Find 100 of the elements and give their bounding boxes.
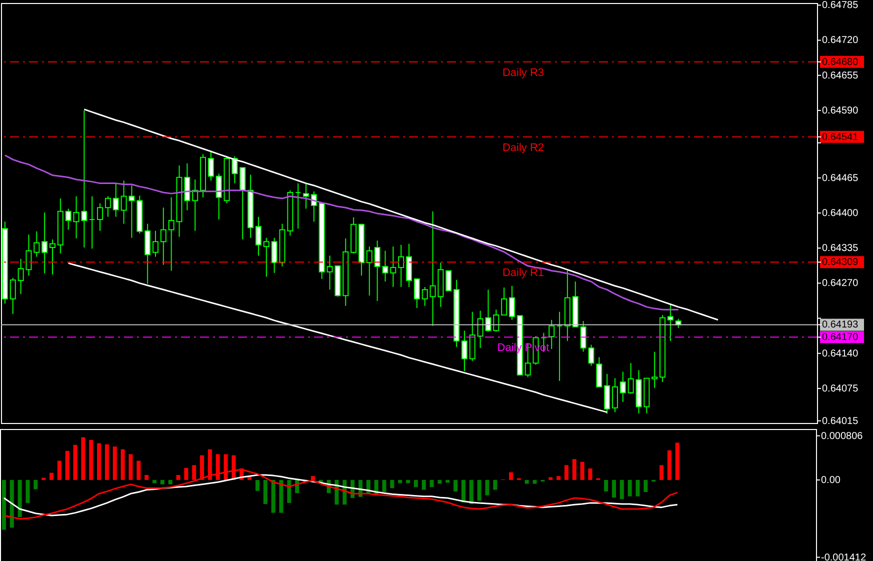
bar <box>2 480 6 530</box>
bar <box>660 465 664 480</box>
line-series <box>4 154 680 310</box>
bar <box>81 437 86 480</box>
bar <box>34 480 38 490</box>
y-tick-label: 0.64270 <box>822 278 859 290</box>
candlestick <box>508 285 515 320</box>
candlestick <box>240 167 246 240</box>
bar <box>120 449 125 480</box>
candlestick <box>89 196 96 250</box>
y-tick-label: 0.64075 <box>822 383 859 394</box>
candlestick <box>548 319 555 350</box>
bar <box>572 459 576 480</box>
candlestick <box>366 246 372 296</box>
bar <box>414 480 418 488</box>
candlestick <box>97 202 104 232</box>
bar <box>628 480 632 496</box>
candlestick <box>461 330 468 372</box>
bar <box>49 472 54 480</box>
y-tick-label: 0.64170 <box>822 332 859 344</box>
bar <box>524 480 529 484</box>
candlestick <box>65 208 72 230</box>
y-tick-label: 0.00 <box>821 474 841 486</box>
bar <box>18 480 22 518</box>
ref-line-label: Daily R2 <box>502 142 544 154</box>
y-tick-label: 0.64309 <box>822 257 859 268</box>
bar <box>454 480 458 492</box>
bar <box>176 475 180 480</box>
bar <box>675 442 680 480</box>
bar <box>422 480 426 490</box>
candlestick <box>422 286 428 306</box>
candlestick <box>469 311 476 362</box>
bar <box>508 472 513 480</box>
bar <box>564 465 568 480</box>
bar <box>532 480 537 484</box>
y-tick-label: 0.64590 <box>822 105 859 116</box>
bar <box>390 480 394 488</box>
candlestick <box>263 237 270 278</box>
y-tick-label: 0.64680 <box>822 56 859 68</box>
bar <box>263 480 268 504</box>
y-tick-label: 0.64400 <box>822 208 859 219</box>
bar <box>104 444 109 480</box>
y-tick-label: 0.000806 <box>821 430 864 442</box>
candlestick <box>34 230 40 258</box>
candlestick <box>152 230 158 258</box>
bar <box>548 477 553 480</box>
ref-line-label: Daily R1 <box>502 267 544 280</box>
bar <box>184 468 188 480</box>
y-tick-label: 0.64193 <box>822 320 859 331</box>
bar <box>152 480 156 484</box>
bar <box>406 480 410 484</box>
bar <box>556 476 561 480</box>
bar <box>604 480 608 492</box>
y-tick-label: 0.64720 <box>822 35 859 46</box>
bar <box>667 450 672 480</box>
bar <box>461 480 466 502</box>
candlestick <box>104 196 111 218</box>
candlestick <box>303 182 310 210</box>
bar <box>430 480 434 488</box>
candlestick <box>501 287 508 316</box>
bar <box>636 480 640 496</box>
y-tick-label: 0.64541 <box>822 132 859 143</box>
bar <box>620 480 624 500</box>
bar <box>73 444 78 480</box>
bar <box>493 480 498 490</box>
y-tick-label: 0.64655 <box>822 70 859 82</box>
candlestick <box>112 182 119 218</box>
bar <box>136 460 141 480</box>
bar <box>160 480 164 484</box>
bar <box>255 480 260 491</box>
bar <box>65 450 70 480</box>
line-series <box>68 262 608 413</box>
y-tick-label: 0.64015 <box>822 416 859 427</box>
bar <box>644 480 648 492</box>
bar <box>10 480 14 528</box>
bar <box>310 476 315 480</box>
candlestick <box>208 150 214 182</box>
bar <box>168 480 172 484</box>
candlestick <box>216 173 222 220</box>
candlestick <box>414 278 420 309</box>
bar <box>580 462 584 480</box>
y-tick-label: 0.64465 <box>822 172 859 184</box>
candlestick <box>255 216 262 256</box>
bar <box>279 480 284 513</box>
candlestick <box>652 351 658 388</box>
candlestick <box>10 277 16 314</box>
y-tick-label: 0.64140 <box>822 348 859 360</box>
bar <box>287 480 292 503</box>
candlestick <box>390 246 396 288</box>
bar <box>382 480 386 492</box>
bar <box>469 480 474 504</box>
candlestick <box>160 207 166 266</box>
bar <box>271 480 276 513</box>
candlestick <box>620 371 626 402</box>
y-tick-label: 0.64785 <box>822 0 859 12</box>
candlestick <box>49 238 56 276</box>
y-tick-label: 0.64335 <box>822 243 859 254</box>
ref-line-label: Daily R3 <box>502 66 544 79</box>
candlestick <box>406 243 412 288</box>
bar <box>438 480 442 484</box>
